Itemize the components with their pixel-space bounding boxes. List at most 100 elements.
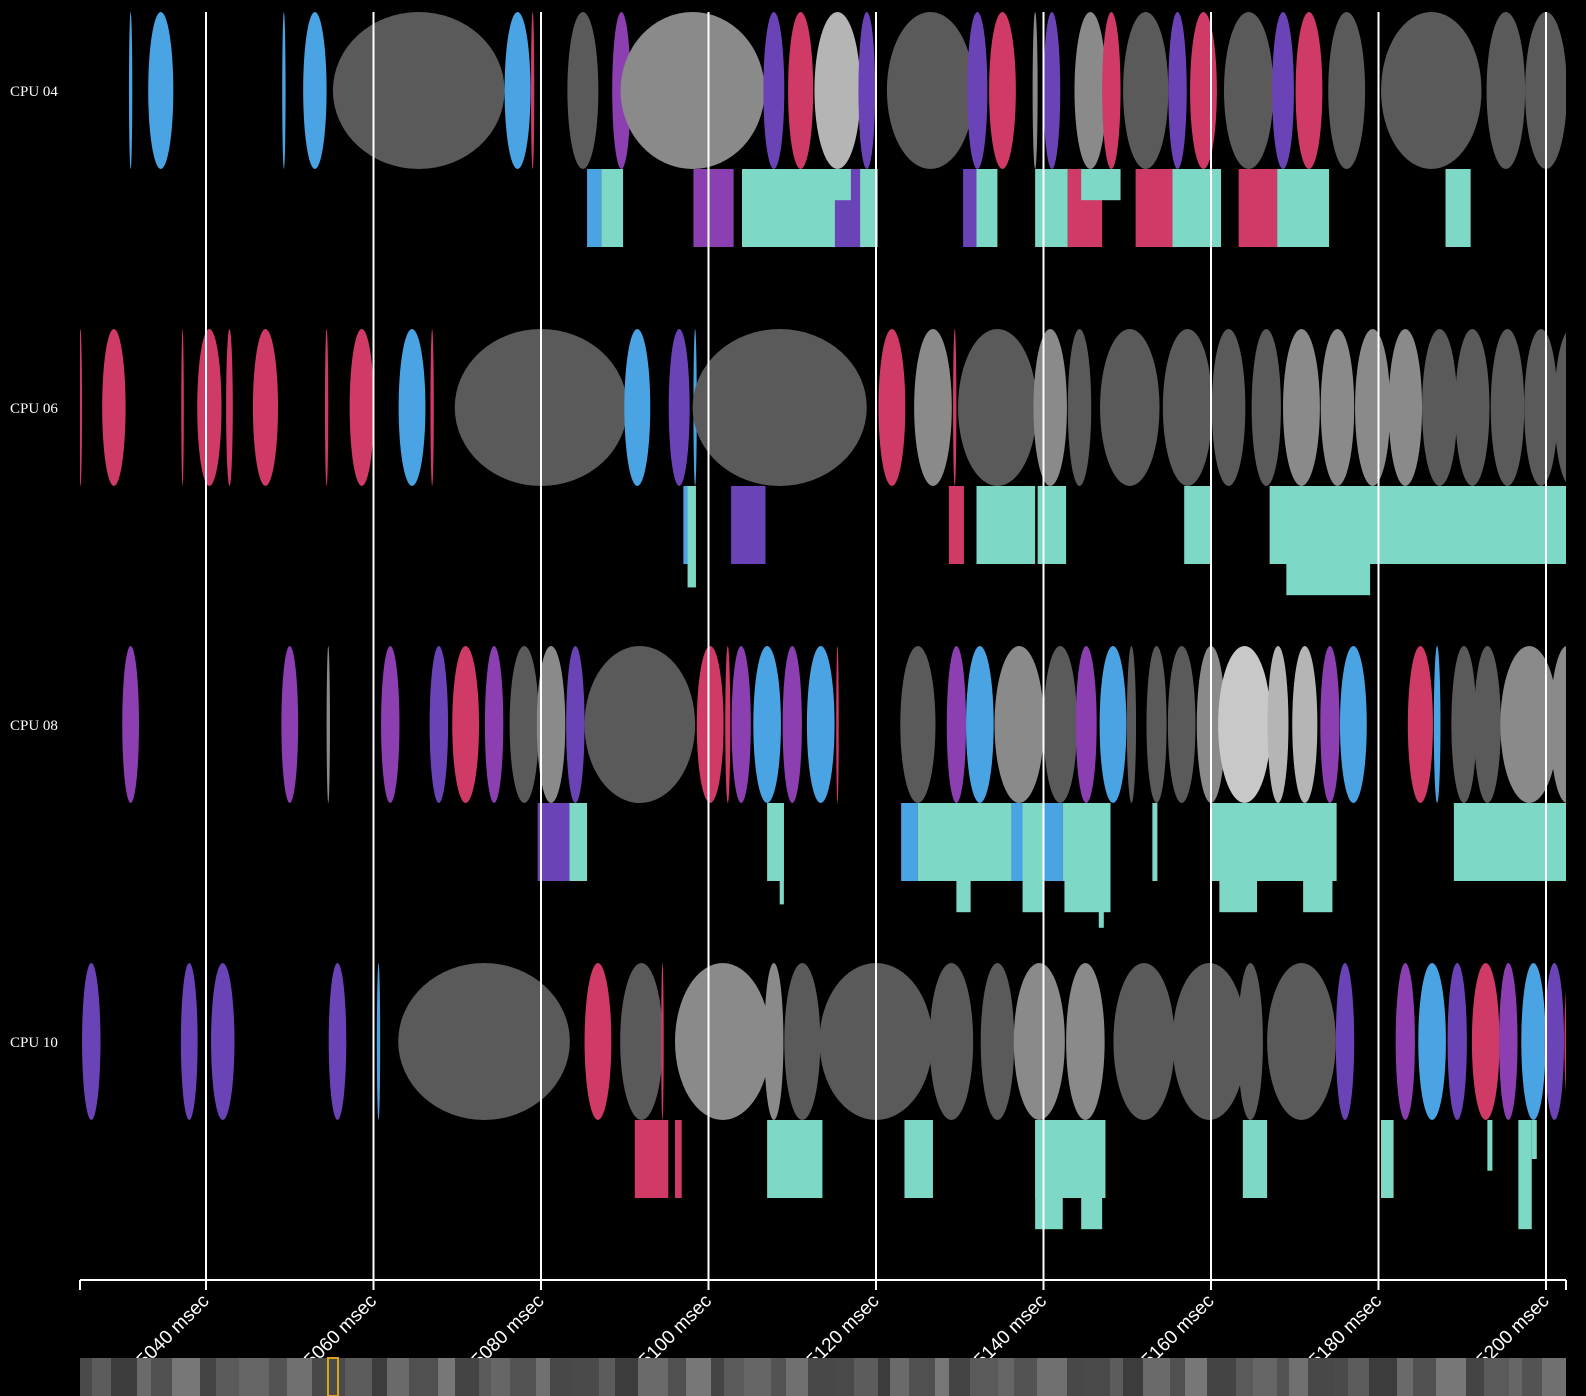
- duration-bar[interactable]: [901, 803, 918, 881]
- event-mark[interactable]: [1521, 963, 1546, 1120]
- event-mark[interactable]: [1237, 963, 1263, 1120]
- duration-bar[interactable]: [693, 169, 734, 247]
- duration-bar[interactable]: [779, 803, 784, 905]
- duration-bar[interactable]: [731, 486, 766, 564]
- event-mark[interactable]: [1564, 963, 1577, 1120]
- event-mark[interactable]: [1544, 963, 1565, 1120]
- event-mark[interactable]: [1211, 329, 1246, 486]
- event-mark[interactable]: [1123, 12, 1169, 169]
- event-mark[interactable]: [584, 963, 612, 1120]
- duration-bar[interactable]: [948, 486, 964, 564]
- event-mark[interactable]: [128, 12, 133, 169]
- event-mark[interactable]: [252, 329, 279, 486]
- event-mark[interactable]: [1172, 963, 1247, 1120]
- event-mark[interactable]: [376, 963, 381, 1120]
- event-mark[interactable]: [82, 963, 101, 1120]
- event-mark[interactable]: [836, 646, 839, 803]
- event-mark[interactable]: [381, 646, 400, 803]
- overview-scrubber[interactable]: [80, 1357, 1566, 1396]
- event-mark[interactable]: [1381, 12, 1482, 169]
- event-mark[interactable]: [1433, 646, 1441, 803]
- duration-bar[interactable]: [1531, 1120, 1537, 1159]
- event-mark[interactable]: [675, 963, 771, 1120]
- event-mark[interactable]: [958, 329, 1037, 486]
- event-mark[interactable]: [946, 646, 967, 803]
- duration-bar[interactable]: [1277, 169, 1330, 247]
- event-mark[interactable]: [180, 963, 198, 1120]
- event-mark[interactable]: [332, 12, 505, 169]
- event-mark[interactable]: [1267, 646, 1289, 803]
- event-mark[interactable]: [806, 646, 835, 803]
- event-mark[interactable]: [1355, 329, 1391, 486]
- event-mark[interactable]: [197, 329, 222, 486]
- event-mark[interactable]: [1067, 329, 1092, 486]
- event-mark[interactable]: [858, 12, 876, 169]
- duration-bar[interactable]: [1242, 1120, 1268, 1198]
- event-mark[interactable]: [1223, 12, 1274, 169]
- duration-bar[interactable]: [1081, 169, 1121, 201]
- event-mark[interactable]: [788, 12, 814, 169]
- event-mark[interactable]: [1455, 329, 1490, 486]
- event-mark[interactable]: [1267, 963, 1336, 1120]
- event-mark[interactable]: [994, 646, 1044, 803]
- event-mark[interactable]: [1339, 646, 1367, 803]
- event-mark[interactable]: [967, 12, 988, 169]
- event-mark[interactable]: [753, 646, 781, 803]
- duration-bar[interactable]: [1035, 169, 1068, 247]
- duration-bar[interactable]: [634, 1120, 669, 1198]
- event-mark[interactable]: [1500, 646, 1559, 803]
- event-mark[interactable]: [281, 646, 299, 803]
- duration-bar[interactable]: [1081, 1120, 1103, 1230]
- event-mark[interactable]: [303, 12, 327, 169]
- event-mark[interactable]: [1499, 963, 1518, 1120]
- event-mark[interactable]: [624, 329, 651, 486]
- event-mark[interactable]: [1573, 646, 1586, 803]
- duration-bar[interactable]: [537, 803, 570, 881]
- event-mark[interactable]: [452, 646, 480, 803]
- event-mark[interactable]: [1422, 329, 1458, 486]
- event-mark[interactable]: [914, 329, 952, 486]
- event-mark[interactable]: [1335, 963, 1355, 1120]
- event-mark[interactable]: [584, 646, 696, 803]
- event-mark[interactable]: [1146, 646, 1167, 803]
- event-mark[interactable]: [211, 963, 235, 1120]
- event-mark[interactable]: [1550, 646, 1584, 803]
- event-mark[interactable]: [692, 329, 867, 486]
- event-mark[interactable]: [398, 329, 426, 486]
- event-mark[interactable]: [953, 329, 957, 486]
- event-mark[interactable]: [509, 646, 539, 803]
- event-mark[interactable]: [1074, 12, 1107, 169]
- event-mark[interactable]: [782, 646, 802, 803]
- event-mark[interactable]: [784, 963, 821, 1120]
- event-mark[interactable]: [878, 329, 906, 486]
- event-mark[interactable]: [620, 12, 765, 169]
- event-mark[interactable]: [1102, 12, 1121, 169]
- event-mark[interactable]: [661, 963, 664, 1120]
- event-mark[interactable]: [328, 963, 347, 1120]
- event-mark[interactable]: [122, 646, 139, 803]
- event-mark[interactable]: [1113, 963, 1175, 1120]
- event-mark[interactable]: [430, 329, 434, 486]
- event-mark[interactable]: [181, 329, 184, 486]
- event-mark[interactable]: [536, 646, 566, 803]
- duration-bar[interactable]: [1172, 169, 1222, 247]
- duration-bar[interactable]: [1135, 169, 1173, 247]
- event-mark[interactable]: [1099, 646, 1127, 803]
- event-mark[interactable]: [886, 12, 974, 169]
- event-mark[interactable]: [929, 963, 974, 1120]
- duration-bar[interactable]: [1098, 803, 1104, 928]
- event-mark[interactable]: [764, 963, 784, 1120]
- event-mark[interactable]: [814, 12, 861, 169]
- event-mark[interactable]: [1473, 646, 1501, 803]
- event-mark[interactable]: [282, 12, 286, 169]
- event-mark[interactable]: [1490, 329, 1525, 486]
- duration-bar[interactable]: [976, 169, 998, 247]
- event-mark[interactable]: [226, 329, 233, 486]
- scrubber-handle[interactable]: [327, 1357, 339, 1396]
- duration-bar[interactable]: [1037, 486, 1067, 564]
- event-mark[interactable]: [1126, 646, 1137, 803]
- event-mark[interactable]: [1100, 329, 1160, 486]
- duration-bar[interactable]: [1184, 486, 1211, 564]
- event-mark[interactable]: [763, 12, 785, 169]
- event-mark[interactable]: [1388, 329, 1423, 486]
